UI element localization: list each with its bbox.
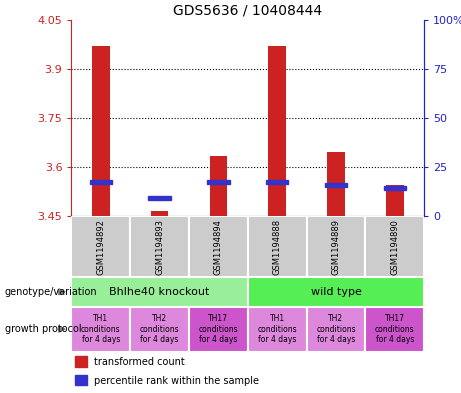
- Text: transformed count: transformed count: [95, 357, 185, 367]
- Bar: [189, 216, 248, 277]
- Bar: [307, 307, 365, 352]
- Bar: [268, 46, 286, 216]
- Bar: [130, 307, 189, 352]
- Text: GSM1194894: GSM1194894: [214, 219, 223, 275]
- Bar: [71, 307, 130, 352]
- Text: GSM1194890: GSM1194890: [390, 219, 399, 275]
- Bar: [365, 307, 424, 352]
- Bar: [248, 307, 307, 352]
- Bar: [384, 186, 406, 190]
- Bar: [130, 216, 189, 277]
- Text: GSM1194892: GSM1194892: [96, 219, 106, 275]
- Bar: [248, 277, 424, 307]
- Bar: [90, 180, 112, 184]
- Text: wild type: wild type: [311, 287, 361, 297]
- Bar: [210, 156, 227, 216]
- Text: GSM1194893: GSM1194893: [155, 219, 164, 275]
- Bar: [327, 152, 345, 216]
- Text: Bhlhe40 knockout: Bhlhe40 knockout: [109, 287, 210, 297]
- Bar: [189, 307, 248, 352]
- Text: TH2
conditions
for 4 days: TH2 conditions for 4 days: [316, 314, 356, 344]
- Text: genotype/variation: genotype/variation: [5, 287, 97, 297]
- Bar: [71, 216, 130, 277]
- Bar: [248, 216, 307, 277]
- Text: TH17
conditions
for 4 days: TH17 conditions for 4 days: [375, 314, 414, 344]
- Bar: [386, 185, 403, 216]
- Bar: [207, 180, 230, 184]
- Text: GSM1194889: GSM1194889: [331, 219, 341, 275]
- Bar: [325, 183, 347, 187]
- Bar: [75, 356, 87, 367]
- Bar: [365, 216, 424, 277]
- Text: TH2
conditions
for 4 days: TH2 conditions for 4 days: [140, 314, 179, 344]
- Text: percentile rank within the sample: percentile rank within the sample: [95, 376, 260, 386]
- Text: TH1
conditions
for 4 days: TH1 conditions for 4 days: [81, 314, 121, 344]
- Bar: [71, 277, 248, 307]
- Bar: [266, 180, 288, 184]
- Bar: [148, 196, 171, 200]
- Text: TH17
conditions
for 4 days: TH17 conditions for 4 days: [199, 314, 238, 344]
- Text: TH1
conditions
for 4 days: TH1 conditions for 4 days: [257, 314, 297, 344]
- Bar: [92, 46, 110, 216]
- Bar: [307, 216, 365, 277]
- Bar: [75, 375, 87, 385]
- Text: GSM1194888: GSM1194888: [272, 219, 282, 275]
- Bar: [151, 211, 168, 216]
- Text: growth protocol: growth protocol: [5, 324, 81, 334]
- Title: GDS5636 / 10408444: GDS5636 / 10408444: [173, 3, 322, 17]
